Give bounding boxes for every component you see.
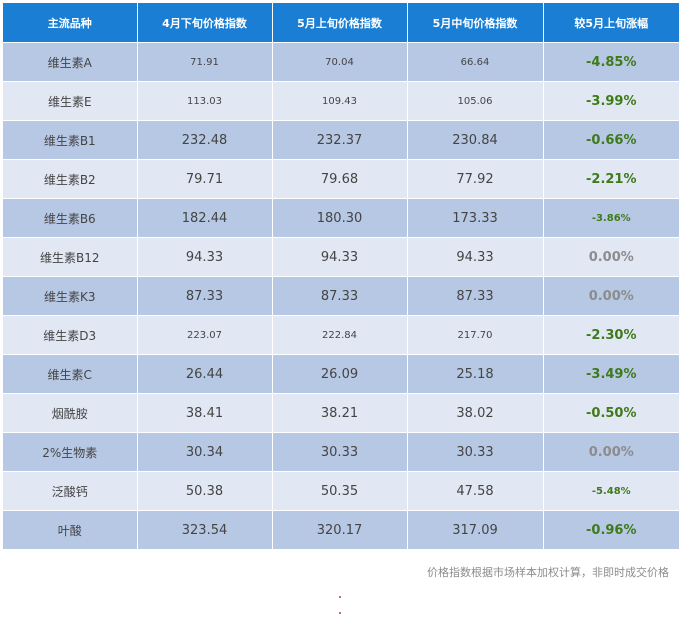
apr-late-cell: 182.44 [137, 198, 273, 238]
may-early-cell: 180.30 [272, 198, 408, 238]
may-mid-cell: 66.64 [407, 42, 544, 82]
may-early-cell: 26.09 [272, 354, 408, 394]
variety-cell: 泛酸钙 [3, 471, 138, 511]
table-row: 维生素B2 79.71 79.68 77.92 -2.21% [3, 159, 679, 199]
change-cell: 0.00% [543, 276, 679, 316]
apr-late-cell: 38.41 [137, 393, 273, 433]
may-early-cell: 30.33 [272, 432, 408, 472]
table-row: 2%生物素 30.34 30.33 30.33 0.00% [3, 432, 679, 472]
change-cell: -4.85% [543, 42, 679, 82]
variety-cell: 维生素A [3, 42, 138, 82]
may-mid-cell: 47.58 [407, 471, 544, 511]
table-row: 维生素B1 232.48 232.37 230.84 -0.66% [3, 120, 679, 160]
may-mid-cell: 77.92 [407, 159, 544, 199]
table-row: 维生素A 71.91 70.04 66.64 -4.85% [3, 42, 679, 82]
table-row: 烟酰胺 38.41 38.21 38.02 -0.50% [3, 393, 679, 433]
variety-cell: 维生素B1 [3, 120, 138, 160]
change-cell: -3.86% [543, 198, 679, 238]
header-change: 较5月上旬涨幅 [543, 3, 679, 43]
table-row: 叶酸 323.54 320.17 317.09 -0.96% [3, 510, 679, 549]
may-mid-cell: 25.18 [407, 354, 544, 394]
change-cell: -3.49% [543, 354, 679, 394]
decorative-dot [339, 612, 341, 614]
variety-cell: 维生素D3 [3, 315, 138, 355]
apr-late-cell: 79.71 [137, 159, 273, 199]
may-early-cell: 38.21 [272, 393, 408, 433]
may-early-cell: 50.35 [272, 471, 408, 511]
table-row: 维生素B12 94.33 94.33 94.33 0.00% [3, 237, 679, 277]
variety-cell: 维生素C [3, 354, 138, 394]
apr-late-cell: 71.91 [137, 42, 273, 82]
table-row: 泛酸钙 50.38 50.35 47.58 -5.48% [3, 471, 679, 511]
may-early-cell: 79.68 [272, 159, 408, 199]
variety-cell: 维生素B6 [3, 198, 138, 238]
table-header-row: 主流品种 4月下旬价格指数 5月上旬价格指数 5月中旬价格指数 较5月上旬涨幅 [3, 3, 679, 43]
header-may-early: 5月上旬价格指数 [272, 3, 408, 43]
may-mid-cell: 105.06 [407, 81, 544, 121]
header-variety: 主流品种 [3, 3, 138, 43]
may-early-cell: 70.04 [272, 42, 408, 82]
may-early-cell: 222.84 [272, 315, 408, 355]
change-cell: 0.00% [543, 237, 679, 277]
change-cell: -0.96% [543, 510, 679, 549]
may-mid-cell: 30.33 [407, 432, 544, 472]
may-early-cell: 320.17 [272, 510, 408, 549]
apr-late-cell: 223.07 [137, 315, 273, 355]
apr-late-cell: 323.54 [137, 510, 273, 549]
header-apr-late: 4月下旬价格指数 [137, 3, 273, 43]
change-cell: -3.99% [543, 81, 679, 121]
apr-late-cell: 232.48 [137, 120, 273, 160]
variety-cell: 2%生物素 [3, 432, 138, 472]
apr-late-cell: 87.33 [137, 276, 273, 316]
apr-late-cell: 30.34 [137, 432, 273, 472]
may-early-cell: 87.33 [272, 276, 408, 316]
variety-cell: 烟酰胺 [3, 393, 138, 433]
apr-late-cell: 113.03 [137, 81, 273, 121]
price-index-table: 主流品种 4月下旬价格指数 5月上旬价格指数 5月中旬价格指数 较5月上旬涨幅 … [3, 3, 679, 549]
variety-cell: 维生素B2 [3, 159, 138, 199]
may-early-cell: 94.33 [272, 237, 408, 277]
change-cell: -2.21% [543, 159, 679, 199]
price-index-table-container: 主流品种 4月下旬价格指数 5月上旬价格指数 5月中旬价格指数 较5月上旬涨幅 … [3, 3, 679, 549]
may-mid-cell: 38.02 [407, 393, 544, 433]
table-row: 维生素B6 182.44 180.30 173.33 -3.86% [3, 198, 679, 238]
header-may-mid: 5月中旬价格指数 [407, 3, 544, 43]
decorative-dot [339, 596, 341, 598]
may-mid-cell: 173.33 [407, 198, 544, 238]
may-early-cell: 109.43 [272, 81, 408, 121]
apr-late-cell: 50.38 [137, 471, 273, 511]
change-cell: -2.30% [543, 315, 679, 355]
variety-cell: 维生素B12 [3, 237, 138, 277]
table-row: 维生素E 113.03 109.43 105.06 -3.99% [3, 81, 679, 121]
table-row: 维生素K3 87.33 87.33 87.33 0.00% [3, 276, 679, 316]
change-cell: 0.00% [543, 432, 679, 472]
table-row: 维生素D3 223.07 222.84 217.70 -2.30% [3, 315, 679, 355]
may-mid-cell: 317.09 [407, 510, 544, 549]
table-row: 维生素C 26.44 26.09 25.18 -3.49% [3, 354, 679, 394]
footnote: 价格指数根据市场样本加权计算，非即时成交价格 [427, 566, 669, 579]
variety-cell: 维生素E [3, 81, 138, 121]
apr-late-cell: 94.33 [137, 237, 273, 277]
may-mid-cell: 217.70 [407, 315, 544, 355]
apr-late-cell: 26.44 [137, 354, 273, 394]
may-mid-cell: 94.33 [407, 237, 544, 277]
change-cell: -5.48% [543, 471, 679, 511]
variety-cell: 维生素K3 [3, 276, 138, 316]
may-early-cell: 232.37 [272, 120, 408, 160]
may-mid-cell: 230.84 [407, 120, 544, 160]
change-cell: -0.66% [543, 120, 679, 160]
change-cell: -0.50% [543, 393, 679, 433]
may-mid-cell: 87.33 [407, 276, 544, 316]
variety-cell: 叶酸 [3, 510, 138, 549]
